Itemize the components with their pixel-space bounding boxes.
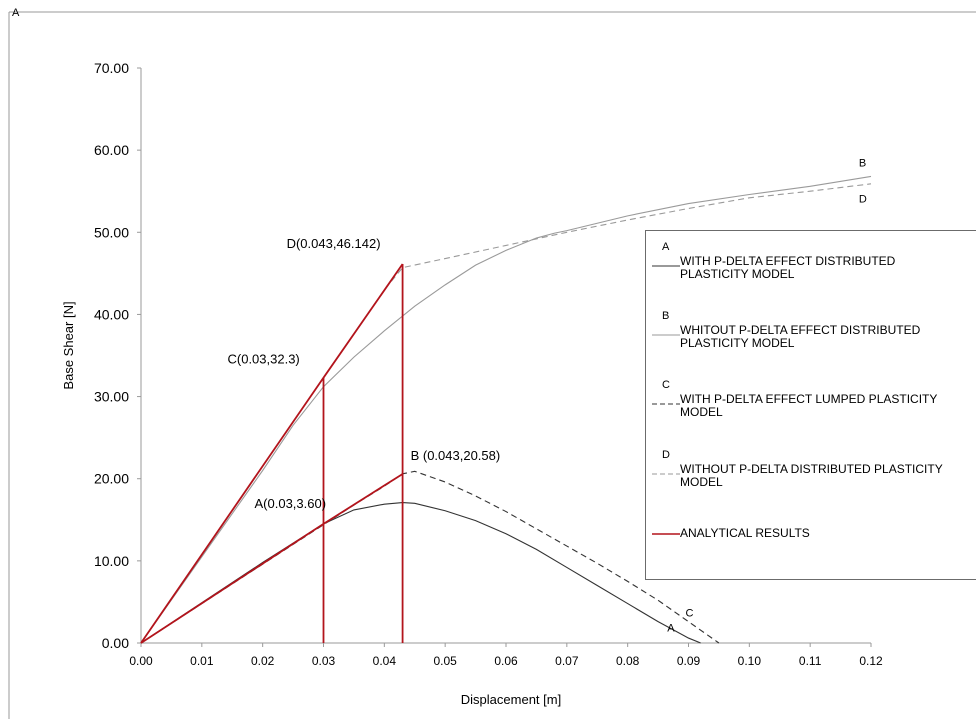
y-tick-label: 70.00 bbox=[94, 60, 129, 76]
legend-swatch-dashed bbox=[652, 473, 680, 475]
legend-swatch-red bbox=[652, 533, 680, 535]
y-tick-label: 0.00 bbox=[102, 635, 129, 651]
x-tick-label: 0.07 bbox=[555, 654, 579, 668]
legend-item-d: D WITHOUT P-DELTA DISTRIBUTED PLASTICITY… bbox=[646, 445, 976, 505]
y-tick-label: 40.00 bbox=[94, 306, 129, 322]
legend-label-line1: WITHOUT P-DELTA DISTRIBUTED PLASTICITY bbox=[680, 462, 943, 476]
legend-label-line1: ANALYTICAL RESULTS bbox=[680, 526, 810, 540]
series-end-label: C bbox=[685, 608, 693, 620]
x-tick-label: 0.02 bbox=[251, 654, 275, 668]
legend-key: A bbox=[662, 241, 670, 253]
legend-label-line1: WITH P-DELTA EFFECT DISTRIBUTED bbox=[680, 254, 896, 268]
legend: A WITH P-DELTA EFFECT DISTRIBUTED PLASTI… bbox=[645, 230, 976, 580]
y-tick-label: 50.00 bbox=[94, 224, 129, 240]
legend-label-line2: MODEL bbox=[680, 475, 723, 489]
x-tick-label: 0.12 bbox=[859, 654, 883, 668]
y-tick-label: 20.00 bbox=[94, 471, 129, 487]
legend-item-analytical: ANALYTICAL RESULTS bbox=[646, 521, 976, 581]
point-annotation: A(0.03,3.60) bbox=[255, 496, 327, 511]
legend-key: C bbox=[662, 379, 670, 391]
legend-swatch-solid bbox=[652, 334, 680, 336]
point-annotation: B (0.043,20.58) bbox=[411, 448, 501, 463]
x-tick-label: 0.10 bbox=[738, 654, 762, 668]
y-tick-label: 60.00 bbox=[94, 142, 129, 158]
legend-label-line1: WITH P-DELTA EFFECT LUMPED PLASTICITY bbox=[680, 392, 938, 406]
legend-item-a: A WITH P-DELTA EFFECT DISTRIBUTED PLASTI… bbox=[646, 237, 976, 297]
point-annotation: C(0.03,32.3) bbox=[228, 352, 300, 367]
x-tick-label: 0.05 bbox=[433, 654, 457, 668]
panel-label: A bbox=[12, 7, 20, 19]
x-tick-label: 0.08 bbox=[616, 654, 640, 668]
legend-label-line2: MODEL bbox=[680, 405, 723, 419]
y-axis-label: Base Shear [N] bbox=[61, 301, 76, 389]
x-tick-label: 0.06 bbox=[494, 654, 518, 668]
series-line-c bbox=[140, 470, 720, 644]
x-tick-label: 0.01 bbox=[190, 654, 214, 668]
legend-key: D bbox=[662, 449, 670, 461]
legend-item-b: B WHITOUT P-DELTA EFFECT DISTRIBUTED PLA… bbox=[646, 306, 976, 366]
legend-item-c: C WITH P-DELTA EFFECT LUMPED PLASTICITY … bbox=[646, 375, 976, 435]
legend-swatch-solid bbox=[652, 265, 680, 267]
series-line-b bbox=[140, 175, 872, 644]
series-end-label: B bbox=[859, 158, 866, 170]
y-tick-label: 30.00 bbox=[94, 389, 129, 405]
legend-label-line1: WHITOUT P-DELTA EFFECT DISTRIBUTED bbox=[680, 323, 921, 337]
y-tick-label: 10.00 bbox=[94, 553, 129, 569]
series-end-label: D bbox=[859, 194, 867, 206]
x-tick-label: 0.03 bbox=[312, 654, 336, 668]
legend-label-line2: PLASTICITY MODEL bbox=[680, 336, 795, 350]
legend-swatch-dashed bbox=[652, 403, 680, 405]
x-tick-label: 0.00 bbox=[129, 654, 153, 668]
legend-key: B bbox=[662, 310, 670, 322]
analytical-line bbox=[140, 263, 404, 644]
x-tick-label: 0.11 bbox=[799, 654, 822, 668]
x-tick-label: 0.09 bbox=[677, 654, 701, 668]
series-end-label: A bbox=[667, 623, 675, 635]
x-tick-label: 0.04 bbox=[373, 654, 397, 668]
x-axis-label: Displacement [m] bbox=[461, 692, 561, 707]
legend-label-line2: PLASTICITY MODEL bbox=[680, 267, 795, 281]
point-annotation: D(0.043,46.142) bbox=[287, 236, 381, 251]
